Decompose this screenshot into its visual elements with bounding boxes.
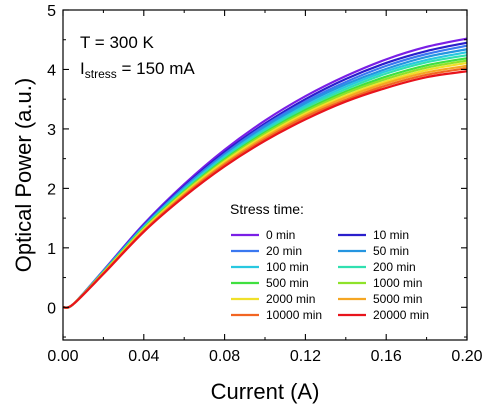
x-axis-title: Current (A): [211, 379, 320, 404]
legend-label-4: 100 min: [266, 260, 309, 274]
annotation-stress-symbol: I: [80, 59, 85, 78]
y-axis-title: Optical Power (a.u.): [11, 78, 36, 272]
y-tick-label: 5: [47, 3, 56, 20]
annotation-stress-value: = 150 mA: [117, 59, 196, 78]
y-tick-label: 3: [47, 122, 56, 139]
legend-label-6: 500 min: [266, 276, 309, 290]
legend-title: Stress time:: [230, 201, 304, 217]
legend-label-9: 5000 min: [373, 292, 422, 306]
legend-label-5: 200 min: [373, 260, 416, 274]
legend-label-0: 0 min: [266, 228, 295, 242]
x-tick-label: 0.04: [128, 348, 159, 365]
x-tick-label: 0.20: [451, 348, 482, 365]
legend-label-10: 10000 min: [266, 308, 322, 322]
y-tick-label: 4: [47, 62, 56, 79]
y-tick-label: 0: [47, 300, 56, 317]
legend-label-1: 10 min: [373, 228, 409, 242]
ticks-layer: [62, 9, 468, 340]
x-tick-label: 0.08: [209, 348, 240, 365]
annotation-temperature: T = 300 K: [80, 33, 155, 52]
y-tick-label: 2: [47, 181, 56, 198]
y-tick-label: 1: [47, 241, 56, 258]
legend-label-11: 20000 min: [373, 308, 429, 322]
x-tick-label: 0.00: [47, 348, 78, 365]
series-layer: [62, 37, 468, 310]
legend-label-3: 50 min: [373, 244, 409, 258]
legend: 0 min 10 min 20 min 50 min 100 min 200 min 500…: [231, 228, 429, 322]
annotation-stress-current: Istress = 150 mA: [80, 59, 195, 81]
x-tick-label: 0.16: [371, 348, 402, 365]
series-line-11: [62, 70, 468, 309]
x-tick-label: 0.12: [290, 348, 321, 365]
legend-label-7: 1000 min: [373, 276, 422, 290]
annotation-stress-subscript: stress: [85, 67, 117, 81]
legend-label-2: 20 min: [266, 244, 302, 258]
tick-labels: 0.00 0.04 0.08 0.12 0.16 0.20 0 1 2 3 4 5: [47, 3, 483, 365]
legend-label-8: 2000 min: [266, 292, 315, 306]
